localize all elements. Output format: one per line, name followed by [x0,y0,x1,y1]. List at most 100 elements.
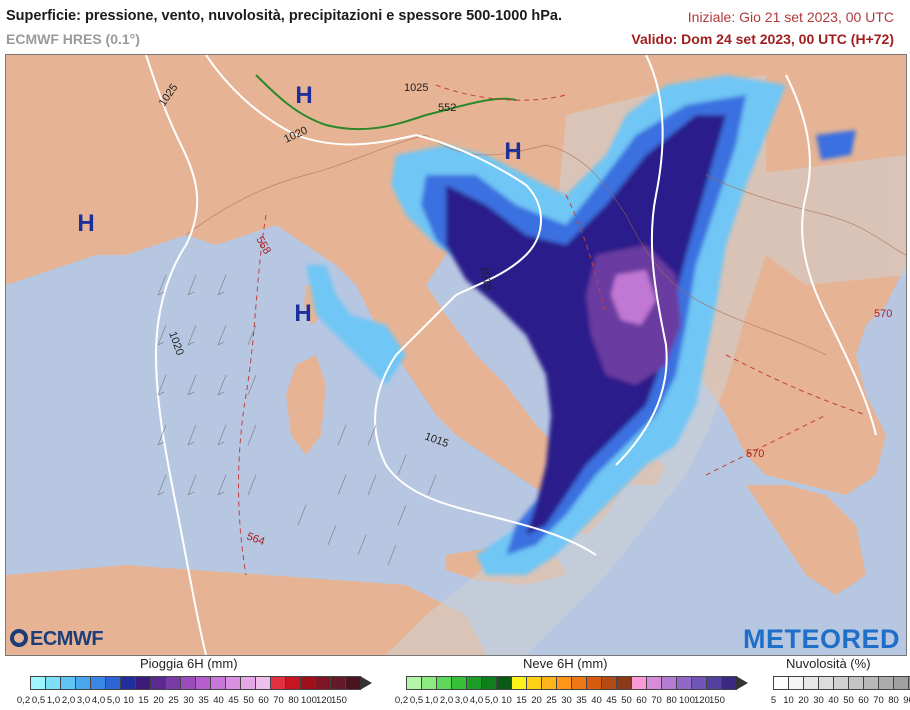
init-time: Iniziale: Gio 21 set 2023, 00 UTC [687,9,894,25]
snow-legend-swatch-5 [481,676,497,690]
weather-map[interactable]: H H H H 1025 1025 1020 1020 1015 1015 55… [5,54,907,656]
clouds-legend-swatch-8 [893,676,909,690]
isobar-label-4: 1020 [166,330,186,357]
rain-legend-swatch-4 [90,676,106,690]
clouds-legend-swatch-5 [848,676,864,690]
snow-legend-swatch-1 [421,676,437,690]
snow-legend-swatch-10 [556,676,572,690]
rain-legend-label-13: 40 [213,695,224,706]
ecmwf-logo-text: ECMWF [30,628,104,650]
clouds-legend-swatch-9 [908,676,910,690]
snow-legend-label-11: 30 [561,695,572,706]
snow-legend-swatch-12 [586,676,602,690]
rain-legend-labels: 0,2 0,5 1,0 2,0 3,0 4,0 5,0 10 15 20 25 30 35 40 45 50 6… [16,695,347,706]
snow-legend-label-8: 15 [516,695,527,706]
rain-legend-label-5: 4,0 [91,695,106,706]
rain-legend-swatch-13 [225,676,241,690]
snow-legend-swatch-8 [526,676,542,690]
rain-legend-swatch-21 [345,676,361,690]
rain-legend-label-20: 120 [316,695,332,706]
isobar-label-2: 1025 [404,82,428,94]
clouds-legend-label-6: 60 [858,695,869,706]
rain-legend-bar [30,676,372,690]
clouds-legend-label-5: 50 [843,695,854,706]
thickness-label-558: 558 [253,235,273,257]
rain-legend-swatch-11 [195,676,211,690]
rain-legend-label-19: 100 [301,695,317,706]
rain-legend-swatch-10 [180,676,196,690]
clouds-legend-label-8: 80 [888,695,899,706]
rain-legend-label-2: 1,0 [46,695,61,706]
cloud-legend-bar [773,676,910,690]
snow-legend-label-10: 25 [546,695,557,706]
snow-legend-swatch-18 [676,676,692,690]
cloud-legend-labels: 5 10 20 30 40 50 60 70 80 90 [766,695,910,706]
rain-legend-label-6: 5,0 [106,695,121,706]
thickness-label-570-east: 570 [874,308,892,320]
meteored-logo[interactable]: METEORED [742,624,900,654]
snow-legend-label-20: 120 [694,695,710,706]
clouds-legend-label-9: 90 [903,695,910,706]
snow-legend-label-13: 40 [591,695,602,706]
rain-legend-swatch-16 [270,676,286,690]
snow-legend-label-7: 10 [501,695,512,706]
country-borders [185,134,906,356]
snow-legend-label-16: 60 [636,695,647,706]
rain-legend-swatch-17 [285,676,301,690]
rain-legend-swatch-2 [60,676,76,690]
rain-legend-label-10: 25 [168,695,179,706]
pressure-center-h-2: H [504,138,521,165]
rain-legend-label-1: 0,5 [31,695,46,706]
rain-legend-label-3: 2,0 [61,695,76,706]
rain-legend-swatch-18 [300,676,316,690]
precipitation [306,75,856,575]
snow-legend-swatch-16 [646,676,662,690]
clouds-legend-swatch-6 [863,676,879,690]
snow-legend-label-6: 5,0 [484,695,499,706]
rain-legend-label-9: 20 [153,695,164,706]
pressure-center-h-1: H [295,82,312,109]
snow-legend-label-9: 20 [531,695,542,706]
header-title: Superficie: pressione, vento, nuvolosità… [6,8,563,24]
rain-legend-swatch-7 [135,676,151,690]
snow-legend-bar [406,676,748,690]
snow-legend-label-19: 100 [679,695,695,706]
rain-legend-label-14: 45 [228,695,239,706]
snow-legend-swatch-0 [406,676,422,690]
rain-legend-title: Pioggia 6H (mm) [140,656,238,671]
clouds-legend-swatch-0 [773,676,789,690]
snow-legend-arrow-icon [736,676,748,690]
rain-legend-swatch-19 [315,676,331,690]
snow-legend-swatch-19 [691,676,707,690]
thickness-label-564: 564 [245,531,266,549]
clouds-legend-label-0: 5 [770,695,777,706]
snow-legend-swatch-21 [721,676,737,690]
snow-legend-label-4: 3,0 [454,695,469,706]
snow-legend-title: Neve 6H (mm) [523,656,608,671]
clouds-legend-label-1: 10 [783,695,794,706]
rain-legend-swatch-9 [165,676,181,690]
rain-legend-swatch-12 [210,676,226,690]
snow-legend-label-0: 0,2 [394,695,409,706]
rain-legend-swatch-3 [75,676,91,690]
rain-legend-swatch-20 [330,676,346,690]
rain-legend-label-0: 0,2 [16,695,31,706]
ecmwf-ring-icon [10,629,28,647]
wind-barbs [157,274,437,566]
pressure-centers: H H H H [77,82,521,327]
rain-legend-swatch-6 [120,676,136,690]
clouds-legend-swatch-3 [818,676,834,690]
rain-legend-arrow-icon [360,676,372,690]
clouds-legend-swatch-7 [878,676,894,690]
rain-legend-swatch-0 [30,676,46,690]
isobar-label-6: 1015 [478,265,494,291]
thickness-lines [238,84,867,576]
rain-legend-label-4: 3,0 [76,695,91,706]
clouds-legend-swatch-1 [788,676,804,690]
snow-legend-swatch-20 [706,676,722,690]
snow-legend-swatch-15 [631,676,647,690]
pressure-center-h-3: H [77,210,94,237]
snow-legend-swatch-3 [451,676,467,690]
rain-legend-label-16: 60 [258,695,269,706]
rain-legend-label-17: 70 [273,695,284,706]
